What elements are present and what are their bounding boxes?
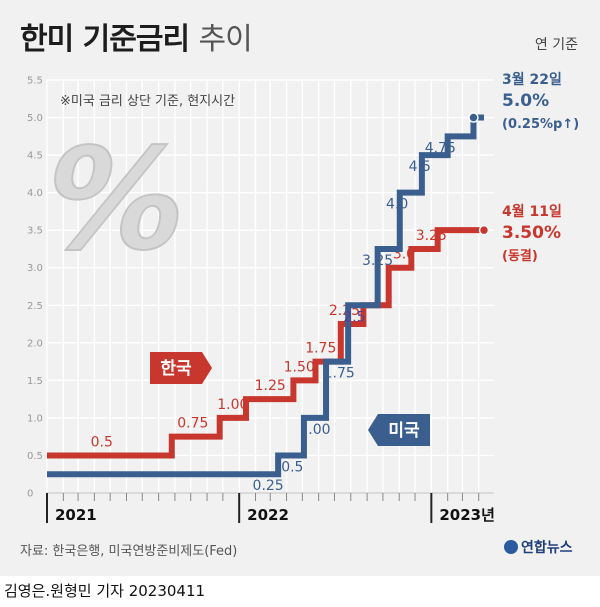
x-tick-label: 2022 [247,506,289,524]
us-value-label: 2.5 [343,309,365,325]
y-tick-label: 4.0 [27,188,43,199]
us-end-date: 3월 22일 [502,71,562,88]
chart-card [0,0,600,576]
us-end-value: 5.0% [502,91,549,111]
us-value-label: 4.75 [425,140,456,156]
brand-logo: 연합뉴스 [504,537,573,557]
y-tick-label: 3.5 [27,226,43,237]
korea-value-label: 1.25 [255,378,286,394]
us-tag [368,414,430,446]
page-title: 한미 기준금리 추이 [20,14,253,58]
us-value-label: 4.5 [409,159,431,175]
us-tag-label: 미국 [388,421,420,441]
korea-value-label: 1.75 [305,341,336,357]
rate-chart: 0 0.5 1.0 1.5 2.0 2.5 3.0 3.5 4.0 4.5 5.0 5.5% 2021 2… [27,71,579,524]
korea-end-dot [478,224,490,236]
us-value-label: 3.25 [362,253,393,269]
us-end-dot [468,112,479,123]
title-main: 한미 기준금리 [20,22,190,57]
y-tick-label: 5.5 [27,76,43,87]
x-tick-label: 2023년 [439,506,495,524]
title-sub: 추이 [198,22,253,57]
us-rate-line [47,114,484,478]
y-tick-label: 2.5 [27,301,43,312]
x-tick-label: 2021 [55,506,97,524]
korea-value-label: 0.75 [177,416,208,432]
brand-icon [504,540,518,554]
y-tick-label: 1.0 [27,413,43,424]
korea-tag-label: 한국 [160,359,192,379]
source-text: 자료: 한국은행, 미국연방준비제도(Fed) [20,544,238,559]
korea-value-label: 3.25 [416,228,447,244]
y-tick-label: 3.0 [27,263,43,274]
korea-value-label: 1.00 [217,397,248,413]
korea-end-value: 3.50% [502,223,561,243]
us-value-label: 0.25 [253,478,284,494]
byline: 김영은.원형민 기자 20230411 [4,582,206,600]
y-tick-label: 4.5 [27,151,43,162]
chart-note: ※미국 금리 상단 기준, 현지시간 [60,94,236,109]
us-value-label: 0.5 [281,459,303,475]
korea-value-label: 0.5 [91,434,113,450]
us-value-label: 1.75 [324,366,355,382]
brand-name: 연합뉴스 [521,540,573,556]
us-value-label: 4.0 [386,197,408,213]
korea-value-label: 1.50 [284,359,315,375]
korea-end-change: (동결) [502,248,538,264]
us-value-label: 1.00 [299,422,330,438]
y-tick-label: 0 [27,489,33,500]
percent-watermark: % [28,119,203,281]
us-end-change: (0.25%p↑) [502,117,579,132]
y-tick-label: 0.5 [27,451,43,462]
unit-label: 연 기준 [534,37,578,53]
korea-tag [150,352,212,384]
y-tick-label: 1.5 [27,376,43,387]
korea-end-date: 4월 11일 [502,203,562,220]
y-tick-label: 2.0 [27,338,43,349]
y-tick-label: 5.0 [27,113,43,124]
